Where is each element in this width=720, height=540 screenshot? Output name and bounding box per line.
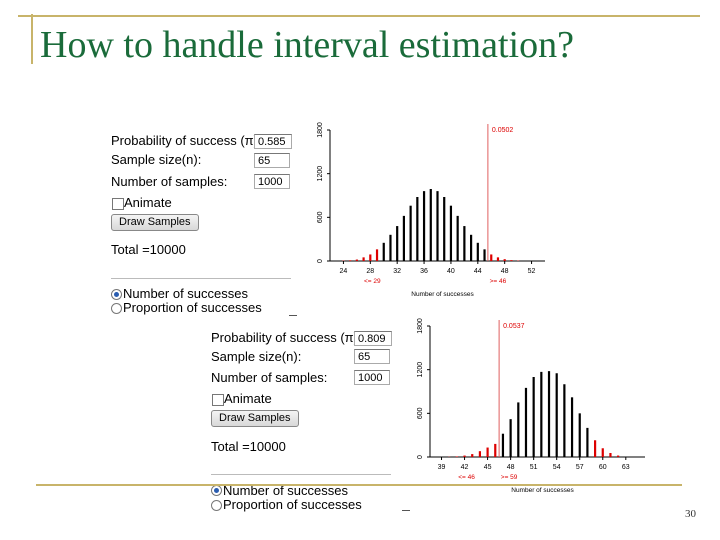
y-tick-label: 1200	[317, 166, 324, 182]
prob-input[interactable]: 0.809	[354, 331, 392, 346]
x-tick-label: 57	[576, 464, 584, 471]
radio-proportion-successes[interactable]	[211, 500, 222, 511]
y-tick-label: 600	[417, 407, 424, 419]
radio-number-successes[interactable]	[211, 485, 222, 496]
size-label: Sample size(n):	[111, 152, 202, 167]
samples-input[interactable]: 1000	[254, 174, 290, 189]
samples-input[interactable]: 1000	[354, 370, 390, 385]
dash-mark	[289, 315, 297, 316]
x-tick-label: 42	[461, 464, 469, 471]
x-tick-label: 36	[420, 268, 428, 275]
y-tick-label: 1800	[417, 318, 424, 334]
radio-number-label: Number of successes	[223, 483, 348, 498]
x-tick-label: 63	[622, 464, 630, 471]
radio-proportion-label: Proportion of successes	[223, 497, 362, 512]
draw-samples-button[interactable]: Draw Samples	[211, 410, 299, 427]
x-tick-label: 48	[507, 464, 515, 471]
dash-mark	[402, 510, 410, 511]
x-axis-label: Number of successes	[511, 487, 574, 494]
y-tick-label: 0	[317, 259, 324, 263]
right-tail-label: >= 59	[501, 474, 518, 481]
samples-label: Number of samples:	[211, 370, 328, 385]
animate-label: Animate	[124, 195, 172, 210]
samples-label: Number of samples:	[111, 174, 228, 189]
size-input[interactable]: 65	[354, 349, 390, 364]
size-label: Sample size(n):	[211, 349, 302, 364]
x-tick-label: 28	[366, 268, 374, 275]
x-tick-label: 54	[553, 464, 561, 471]
histogram-chart-2: 0 600 1200 1800 39 42 45 48 51 54 57 60 63 0.0537 <= 4…	[417, 318, 645, 494]
y-tick-label: 1800	[317, 122, 324, 138]
x-tick-label: 51	[530, 464, 538, 471]
x-tick-label: 32	[393, 268, 401, 275]
cutoff-pvalue-label: 0.0537	[503, 323, 525, 330]
animate-checkbox[interactable]	[212, 394, 224, 406]
x-tick-label: 52	[528, 268, 536, 275]
bottom-rule	[36, 484, 682, 486]
right-tail-label: >= 46	[490, 278, 507, 285]
draw-samples-button[interactable]: Draw Samples	[111, 214, 199, 231]
histogram-chart-1: 0 600 1200 1800 24 28 32 36 40 44 48 52 0.0502 <= 29 >…	[317, 122, 545, 298]
left-tail-label: <= 29	[364, 278, 381, 285]
x-tick-label: 60	[599, 464, 607, 471]
x-tick-label: 44	[474, 268, 482, 275]
prob-label: Probability of success (π):	[211, 330, 362, 345]
x-tick-label: 24	[340, 268, 348, 275]
x-axis-label: Number of successes	[411, 291, 474, 298]
simulation-panel-2: Probability of success (π): 0.809 Sample…	[211, 327, 511, 527]
x-tick-label: 40	[447, 268, 455, 275]
animate-checkbox[interactable]	[112, 198, 124, 210]
x-tick-label: 39	[438, 464, 446, 471]
page-number: 30	[685, 508, 696, 520]
x-tick-label: 45	[484, 464, 492, 471]
radio-number-label: Number of successes	[123, 286, 248, 301]
x-tick-label: 48	[501, 268, 509, 275]
y-tick-label: 0	[417, 455, 424, 459]
simulation-panel-1: Probability of success (π): 0.585 Sample…	[111, 131, 411, 331]
panel-divider	[211, 474, 391, 475]
radio-proportion-successes[interactable]	[111, 303, 122, 314]
size-input[interactable]: 65	[254, 153, 290, 168]
y-tick-label: 1200	[417, 362, 424, 378]
total-label: Total =10000	[111, 242, 186, 257]
left-rule	[31, 14, 33, 64]
panel-divider	[111, 278, 291, 279]
y-tick-label: 600	[317, 211, 324, 223]
prob-input[interactable]: 0.585	[254, 134, 292, 149]
left-tail-label: <= 46	[458, 474, 475, 481]
animate-label: Animate	[224, 391, 272, 406]
total-label: Total =10000	[211, 439, 286, 454]
top-rule	[18, 15, 700, 17]
radio-proportion-label: Proportion of successes	[123, 300, 262, 315]
slide-title: How to handle interval estimation?	[40, 24, 574, 66]
prob-label: Probability of success (π):	[111, 133, 262, 148]
radio-number-successes[interactable]	[111, 289, 122, 300]
cutoff-pvalue-label: 0.0502	[492, 127, 514, 134]
